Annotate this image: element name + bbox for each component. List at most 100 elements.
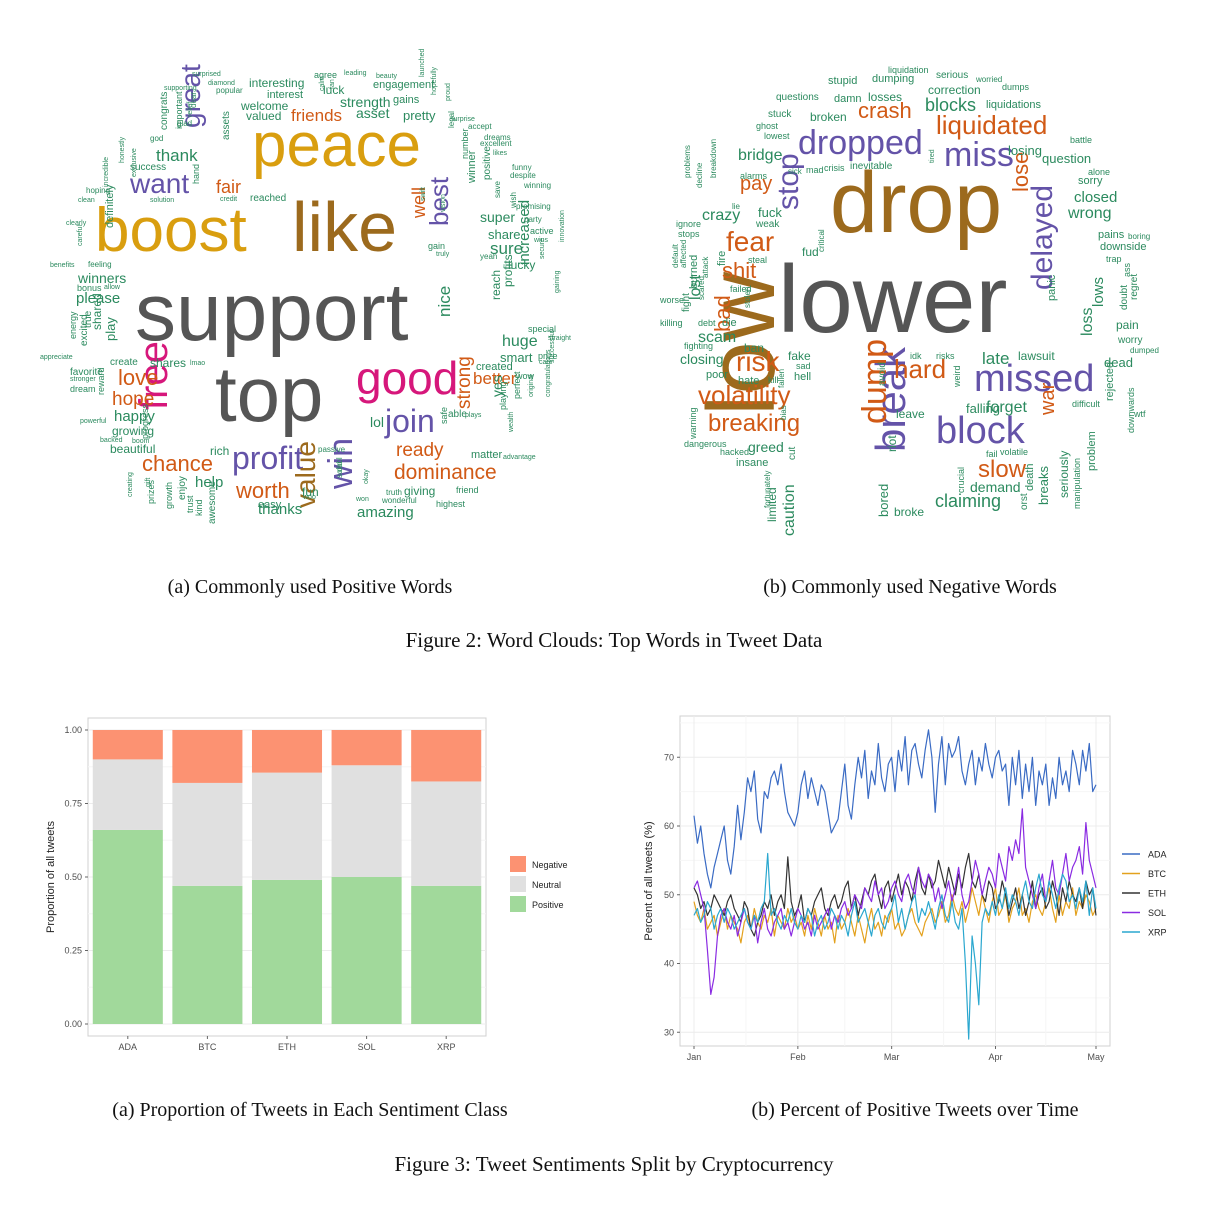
negative-word-cloud: lower drop low missed block break dump delayed d… <box>640 60 1180 537</box>
positive-word: highest <box>436 499 466 509</box>
positive-word: reward <box>96 367 106 395</box>
y-axis-label: Proportion of all tweets <box>45 821 57 933</box>
negative-word: hate <box>738 375 760 387</box>
negative-word: attack <box>701 256 710 278</box>
negative-word: inevitable <box>850 161 893 172</box>
positive-word: friend <box>456 485 479 495</box>
positive-word: proud <box>445 83 452 101</box>
bar-negative <box>251 730 323 773</box>
negative-word: alone <box>1088 167 1111 177</box>
positive-word: allow <box>104 284 120 291</box>
x-tick-label: ADA <box>119 1042 138 1052</box>
positive-word: honestly <box>119 136 126 163</box>
negative-word: idk <box>910 351 922 361</box>
negative-word: blocks <box>925 95 977 115</box>
positive-word: lucky <box>508 258 536 272</box>
positive-word: able <box>448 409 467 420</box>
positive-word: wow <box>516 371 535 381</box>
positive-word: love <box>118 365 159 390</box>
negative-word: warning <box>688 407 698 439</box>
negative-word: weird <box>952 365 962 387</box>
positive-word: nice <box>435 285 454 317</box>
positive-word: hopefully <box>431 66 438 95</box>
positive-word: thank <box>156 146 198 165</box>
bar-positive <box>411 885 482 1024</box>
negative-word: breaks <box>1036 465 1051 505</box>
negative-word: stuck <box>768 109 792 120</box>
negative-word: damn <box>834 93 862 105</box>
positive-word: winners <box>78 270 127 286</box>
positive-word: chance <box>142 451 213 476</box>
negative-word: difficult <box>1072 399 1100 409</box>
positive-word: dreams <box>484 133 511 142</box>
positive-word: positive <box>482 146 493 180</box>
negative-word: avoid <box>877 362 888 386</box>
bar-negative <box>172 730 243 783</box>
negative-word: ass <box>1122 262 1132 277</box>
negative-word: cut <box>787 446 798 460</box>
legend-label: XRP <box>1148 928 1167 938</box>
negative-word: closed <box>1074 189 1118 206</box>
legend-label: ETH <box>1148 889 1166 899</box>
negative-word: trap <box>1106 254 1122 264</box>
negative-word: worry <box>1118 335 1143 346</box>
negative-word: scared <box>697 275 706 300</box>
positive-word: kind <box>194 499 204 516</box>
positive-word: congrats <box>159 91 170 130</box>
positive-word: help <box>195 474 224 491</box>
positive-word: care <box>539 359 553 366</box>
positive-word: wins <box>534 237 549 244</box>
positive-word: support <box>135 267 409 358</box>
negative-word: risk <box>736 346 780 377</box>
positive-word: boom <box>132 438 150 445</box>
series-line-ada <box>693 729 1097 889</box>
bar-negative <box>92 730 163 760</box>
positive-word: strong <box>454 356 475 409</box>
negative-word: closing <box>680 351 724 367</box>
positive-word: vision <box>440 194 447 212</box>
positive-word: happy <box>114 408 155 425</box>
positive-word: play <box>103 317 118 341</box>
x-tick-label: May <box>1087 1052 1105 1062</box>
positive-word: clean <box>78 197 95 204</box>
positive-word: bonus <box>77 283 102 293</box>
negative-word: sorry <box>1078 175 1103 187</box>
positive-word: solution <box>150 197 175 204</box>
positive-word: rich <box>210 444 230 458</box>
positive-word: wish <box>509 191 518 208</box>
positive-word: agree <box>314 70 338 80</box>
positive-word: party <box>524 215 542 224</box>
positive-word: hope <box>112 389 155 410</box>
negative-word: pay <box>740 173 773 195</box>
negative-word: stops <box>678 229 700 239</box>
bar-negative <box>331 730 402 766</box>
positive-word: hoping <box>86 186 111 195</box>
positive-word: stronger <box>70 376 96 383</box>
negative-word: bored <box>876 483 891 517</box>
positive-word: special <box>528 324 557 334</box>
negative-word: mad <box>806 165 824 175</box>
negative-word: panic <box>1046 274 1058 301</box>
negative-word: dumps <box>1002 82 1030 92</box>
positive-word: accept <box>468 122 492 131</box>
negative-word: miss <box>944 136 1014 174</box>
negative-word: scam <box>698 329 737 346</box>
negative-word: leave <box>896 407 925 421</box>
negative-word: claiming <box>935 491 1002 511</box>
positive-word: ready <box>396 440 444 461</box>
positive-word: creating <box>127 472 134 497</box>
negative-word: dumped <box>1130 346 1159 355</box>
negative-word: lie <box>732 202 741 211</box>
positive-word: straight <box>548 335 571 342</box>
negative-word: alarms <box>740 171 768 181</box>
positive-word: supporting <box>164 85 197 92</box>
negative-word: riot <box>885 435 899 452</box>
positive-word: good <box>356 352 459 404</box>
positive-word: fair <box>216 177 242 197</box>
positive-word: sure <box>490 239 524 258</box>
negative-word: crazy <box>702 207 741 224</box>
positive-word: yeah <box>480 252 498 261</box>
negative-word: ignore <box>676 219 702 229</box>
positive-word: lol <box>370 414 385 430</box>
negative-word: seriously <box>1057 450 1071 498</box>
